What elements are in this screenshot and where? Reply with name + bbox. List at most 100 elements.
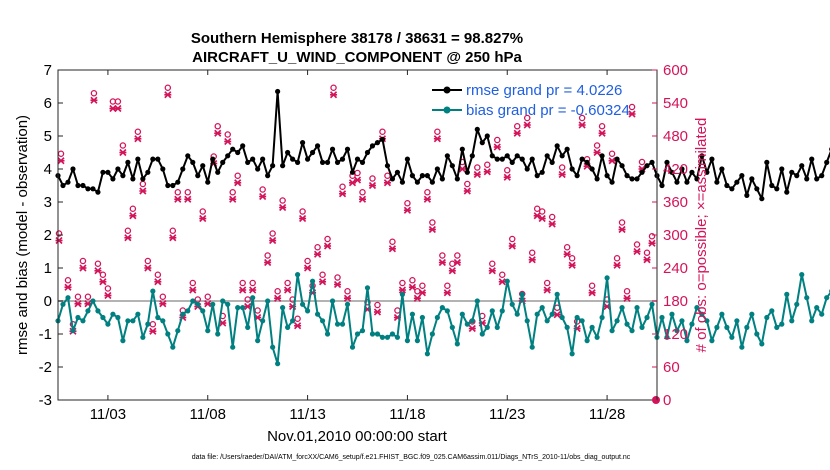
bias-point	[689, 321, 695, 327]
bias-point	[804, 295, 810, 301]
bias-point	[739, 344, 745, 350]
obs-possible-marker	[254, 307, 261, 314]
bias-point	[389, 331, 396, 337]
rmse-point	[799, 163, 805, 169]
rmse-point	[619, 163, 625, 169]
bias-point	[324, 331, 331, 337]
bias-point	[664, 334, 670, 340]
obs-assimilated-marker	[159, 300, 167, 308]
rmse-point	[669, 169, 675, 175]
obs-possible-marker	[204, 293, 211, 300]
obs-possible-marker	[449, 260, 456, 267]
bias-point	[115, 314, 121, 321]
bias-point	[414, 338, 420, 344]
obs-assimilated-marker	[513, 129, 521, 137]
rmse-point	[689, 169, 695, 175]
legend: rmse grand pr = 4.0226 bias grand pr = -…	[432, 82, 630, 119]
obs-assimilated-marker	[184, 195, 192, 203]
obs-assimilated-marker	[294, 322, 302, 330]
obs-assimilated-marker	[124, 234, 132, 242]
obs-possible-marker	[638, 158, 646, 166]
bias-point	[200, 308, 206, 314]
rmse-point	[359, 159, 366, 165]
rmse-point	[394, 169, 401, 175]
obs-possible-marker	[578, 114, 586, 122]
bias-point	[634, 305, 640, 311]
obs-assimilated-marker	[358, 195, 367, 203]
obs-possible-marker	[189, 279, 197, 287]
y-left-tick-label: 4	[44, 161, 52, 178]
bias-point	[130, 318, 136, 324]
rmse-point	[409, 173, 416, 179]
obs-assimilated-marker	[284, 286, 292, 294]
rmse-point	[454, 176, 460, 182]
bias-point	[399, 291, 406, 297]
obs-possible-marker	[499, 271, 506, 278]
obs-assimilated-marker	[264, 258, 272, 267]
obs-assimilated-marker	[438, 258, 446, 267]
rmse-point	[295, 159, 301, 165]
obs-possible-marker	[533, 205, 541, 212]
rmse-point	[639, 169, 645, 175]
obs-assimilated-marker	[633, 247, 641, 256]
rmse-point	[334, 159, 341, 165]
obs-assimilated-marker	[104, 291, 112, 300]
obs-possible-marker	[494, 136, 501, 144]
obs-assimilated-marker	[458, 165, 466, 173]
obs-assimilated-marker	[613, 261, 621, 269]
bias-point	[594, 334, 600, 340]
obs-assimilated-marker	[578, 121, 586, 129]
obs-assimilated-marker	[548, 220, 556, 228]
obs-assimilated-marker	[189, 286, 197, 294]
bias-point	[749, 311, 755, 317]
bias-point	[709, 338, 715, 344]
rmse-point	[195, 173, 201, 179]
legend-rmse-marker	[443, 86, 451, 94]
rmse-point	[145, 169, 151, 175]
bias-point	[604, 275, 610, 281]
bias-point	[629, 328, 635, 334]
obs-assimilated-marker	[149, 327, 157, 335]
bias-point	[729, 334, 735, 340]
rmse-point	[544, 153, 550, 159]
obs-assimilated-marker	[373, 308, 382, 316]
obs-assimilated-marker	[323, 242, 332, 250]
bias-point	[479, 331, 485, 337]
obs-assimilated-marker	[408, 283, 416, 291]
rmse-point	[624, 173, 630, 179]
rmse-point	[729, 186, 735, 192]
bias-point	[299, 301, 306, 307]
obs-possible-marker	[404, 199, 411, 207]
bias-point	[724, 324, 730, 330]
obs-assimilated-marker	[279, 203, 287, 212]
rmse-point	[724, 182, 730, 189]
rmse-point	[65, 179, 71, 185]
rmse-point	[95, 189, 101, 195]
rmse-point	[384, 163, 391, 169]
obs-possible-marker	[623, 287, 631, 295]
bias-point	[464, 321, 470, 327]
bias-point	[809, 318, 815, 324]
bias-point	[265, 298, 271, 304]
bias-point	[559, 314, 565, 321]
rmse-point	[374, 140, 381, 146]
rmse-point	[554, 143, 560, 149]
rmse-point	[529, 156, 535, 162]
obs-possible-marker	[324, 235, 331, 243]
rmse-point	[779, 166, 785, 172]
obs-possible-marker	[474, 164, 481, 171]
rmse-point	[574, 173, 580, 179]
legend-bias-marker	[443, 106, 451, 114]
obs-possible-marker	[444, 282, 451, 289]
rmse-point	[749, 176, 755, 182]
obs-possible-marker	[508, 235, 516, 243]
obs-possible-marker	[234, 172, 241, 179]
rmse-point	[299, 140, 306, 146]
obs-possible-marker	[199, 208, 207, 215]
bias-point	[524, 318, 530, 324]
rmse-point	[364, 149, 371, 156]
obs-possible-marker	[55, 230, 63, 237]
obs-assimilated-marker	[508, 242, 516, 250]
rmse-point	[614, 156, 620, 162]
